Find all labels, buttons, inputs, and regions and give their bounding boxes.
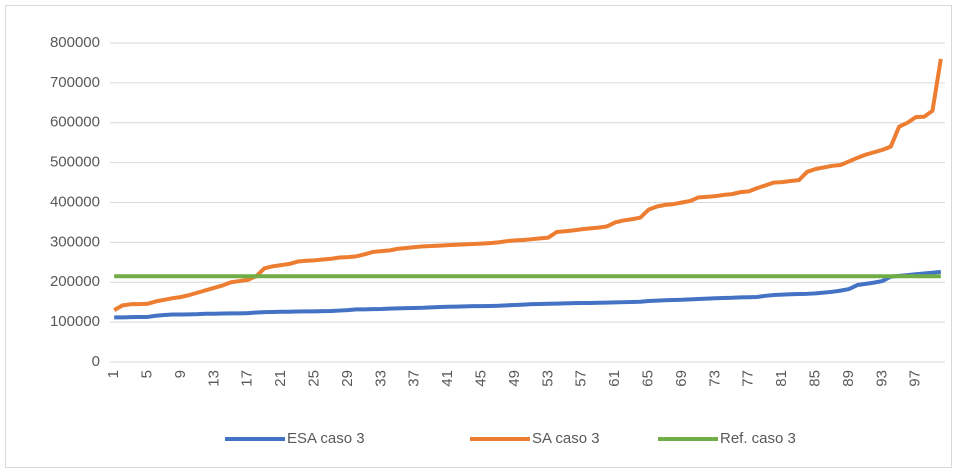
x-tick-label: 13 (205, 370, 222, 387)
y-tick-label: 100000 (50, 313, 100, 330)
x-tick-label: 49 (506, 370, 523, 387)
x-tick-label: 1 (105, 370, 122, 378)
chart-border (5, 5, 952, 468)
y-tick-label: 200000 (50, 273, 100, 290)
y-tick-label: 800000 (50, 34, 100, 51)
x-tick-label: 37 (406, 370, 423, 387)
x-tick-label: 73 (706, 370, 723, 387)
y-tick-label: 0 (92, 353, 100, 370)
x-tick-label: 89 (840, 370, 857, 387)
line-series (114, 269, 942, 320)
y-tick-label: 300000 (50, 233, 100, 250)
x-tick-label: 53 (539, 370, 556, 387)
x-tick-label: 9 (172, 370, 189, 378)
y-tick-label: 700000 (50, 74, 100, 91)
x-tick-label: 57 (573, 370, 590, 387)
x-tick-label: 5 (139, 370, 156, 378)
x-tick-label: 93 (873, 370, 890, 387)
x-tick-label: 17 (239, 370, 256, 387)
x-tick-label: 77 (740, 370, 757, 387)
x-tick-label: 81 (773, 370, 790, 387)
legend-label: ESA caso 3 (287, 430, 365, 447)
x-tick-label: 65 (640, 370, 657, 387)
x-tick-label: 21 (272, 370, 289, 387)
x-tick-label: 61 (606, 370, 623, 387)
y-tick-label: 400000 (50, 193, 100, 210)
x-tick-label: 69 (673, 370, 690, 387)
legend-label: SA caso 3 (532, 430, 600, 447)
x-tick-label: 33 (372, 370, 389, 387)
x-tick-label: 85 (807, 370, 824, 387)
y-tick-label: 500000 (50, 154, 100, 171)
x-tick-label: 29 (339, 370, 356, 387)
x-tick-label: 45 (473, 370, 490, 387)
legend-label: Ref. caso 3 (720, 430, 796, 447)
x-tick-label: 41 (439, 370, 456, 387)
x-tick-label: 97 (907, 370, 924, 387)
y-tick-label: 600000 (50, 114, 100, 131)
x-tick-label: 25 (306, 370, 323, 387)
